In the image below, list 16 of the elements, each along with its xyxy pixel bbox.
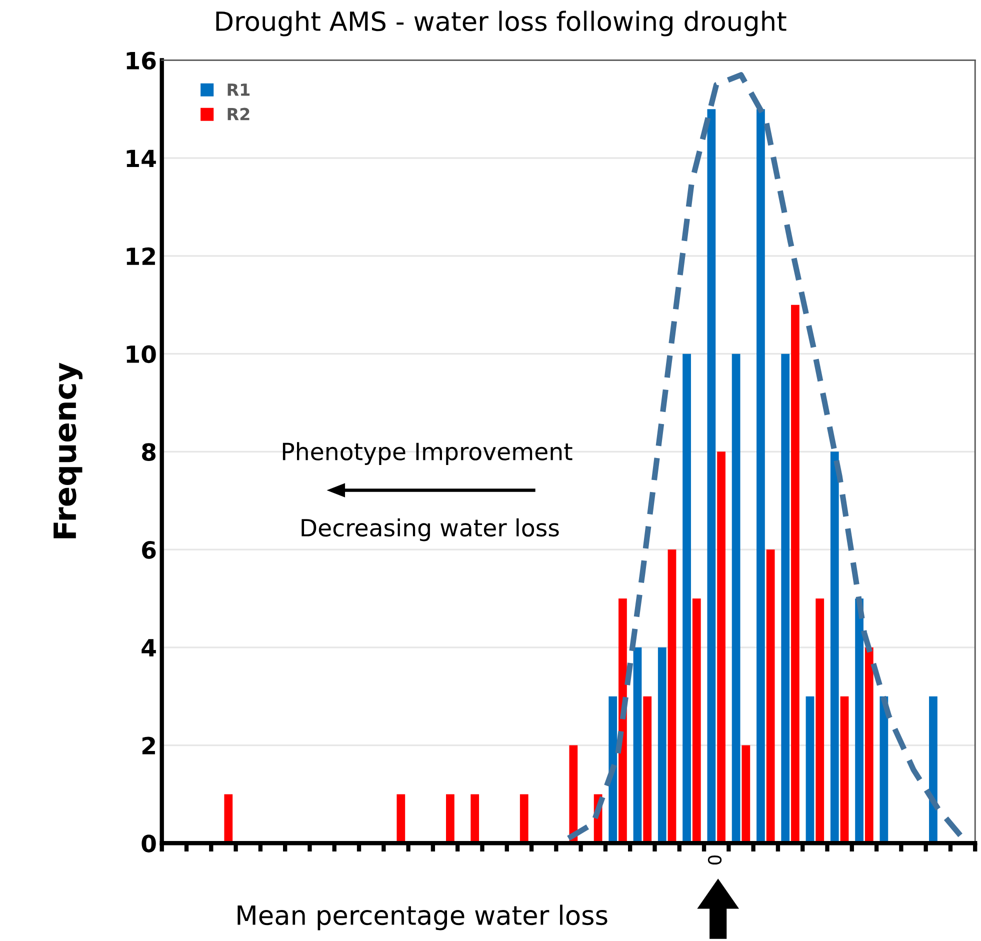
legend-label: R2 xyxy=(228,108,250,120)
x-axis-title: Mean percentage water loss xyxy=(238,904,608,930)
y-axis-title: Frequency xyxy=(54,362,82,538)
y-tick-label: 2 xyxy=(142,736,155,754)
y-tick-label: 12 xyxy=(126,247,155,265)
y-tick-label: 10 xyxy=(126,345,156,364)
y-tick-label: 16 xyxy=(126,52,156,70)
y-tick-label: 0 xyxy=(142,834,156,852)
chart-title: Drought AMS - water loss following drought xyxy=(216,10,786,36)
y-tick-label: 6 xyxy=(142,541,156,559)
annotation: Phenotype Improvement xyxy=(282,442,572,465)
y-tick-label: 14 xyxy=(126,150,156,168)
y-tick-label: 4 xyxy=(142,639,156,656)
y-tick-label: 8 xyxy=(142,443,156,461)
annotation: Decreasing water loss xyxy=(302,518,559,542)
legend-label: R1 xyxy=(228,84,250,96)
